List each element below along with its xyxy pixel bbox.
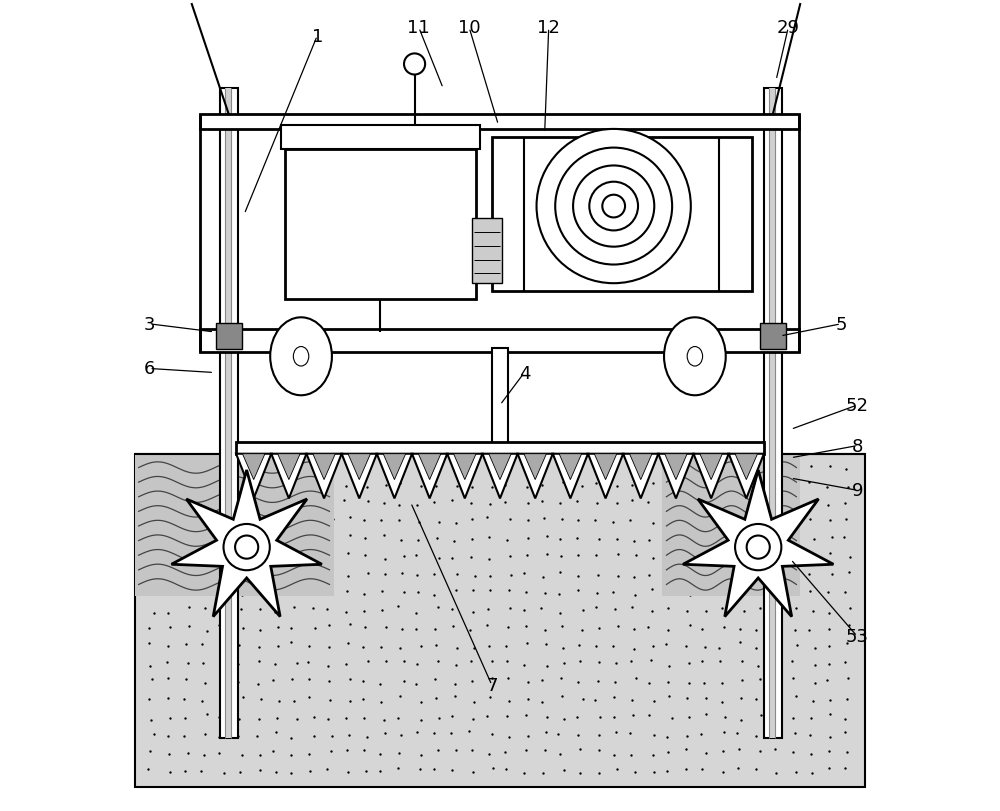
Ellipse shape bbox=[664, 318, 726, 396]
Polygon shape bbox=[729, 454, 764, 499]
Polygon shape bbox=[306, 454, 342, 499]
Text: 29: 29 bbox=[777, 19, 800, 37]
Polygon shape bbox=[735, 454, 758, 480]
Bar bbox=[200, 115, 799, 130]
Text: 4: 4 bbox=[519, 364, 530, 382]
Polygon shape bbox=[171, 470, 322, 617]
Bar bbox=[94, 0, 906, 454]
Bar bbox=[662, 454, 800, 596]
Text: 9: 9 bbox=[852, 482, 863, 500]
Bar bbox=[769, 89, 775, 738]
Circle shape bbox=[589, 182, 638, 231]
Bar bbox=[135, 454, 334, 596]
Text: 10: 10 bbox=[458, 19, 480, 37]
Circle shape bbox=[235, 536, 258, 559]
Bar bbox=[492, 138, 752, 292]
Polygon shape bbox=[236, 454, 271, 499]
Polygon shape bbox=[594, 454, 617, 480]
Polygon shape bbox=[683, 470, 833, 617]
Polygon shape bbox=[665, 454, 687, 480]
Polygon shape bbox=[418, 454, 441, 480]
Polygon shape bbox=[524, 454, 546, 480]
Ellipse shape bbox=[687, 347, 703, 367]
Text: 5: 5 bbox=[835, 315, 847, 333]
Polygon shape bbox=[482, 454, 518, 499]
Text: 1: 1 bbox=[312, 28, 323, 45]
Text: 52: 52 bbox=[846, 397, 869, 414]
Polygon shape bbox=[658, 454, 694, 499]
Polygon shape bbox=[383, 454, 406, 480]
Circle shape bbox=[224, 525, 270, 571]
Polygon shape bbox=[629, 454, 652, 480]
Bar bbox=[760, 324, 786, 350]
Circle shape bbox=[573, 166, 654, 247]
Bar bbox=[492, 349, 508, 454]
Polygon shape bbox=[377, 454, 412, 499]
Text: 12: 12 bbox=[537, 19, 560, 37]
Polygon shape bbox=[271, 454, 306, 499]
Polygon shape bbox=[623, 454, 658, 499]
Polygon shape bbox=[242, 454, 265, 480]
Polygon shape bbox=[412, 454, 447, 499]
Bar bbox=[236, 443, 764, 454]
Polygon shape bbox=[348, 454, 371, 480]
Text: 6: 6 bbox=[144, 360, 155, 378]
Bar bbox=[285, 150, 476, 300]
Polygon shape bbox=[489, 454, 511, 480]
Polygon shape bbox=[278, 454, 300, 480]
Bar bbox=[216, 324, 242, 350]
Text: 53: 53 bbox=[846, 628, 869, 646]
Polygon shape bbox=[447, 454, 482, 499]
Polygon shape bbox=[694, 454, 729, 499]
Bar bbox=[220, 89, 238, 738]
Text: 8: 8 bbox=[852, 437, 863, 455]
Polygon shape bbox=[518, 454, 553, 499]
Circle shape bbox=[735, 525, 781, 571]
Text: 7: 7 bbox=[486, 676, 498, 694]
Polygon shape bbox=[342, 454, 377, 499]
Polygon shape bbox=[559, 454, 582, 480]
Text: 3: 3 bbox=[143, 315, 155, 333]
Circle shape bbox=[555, 148, 672, 265]
Polygon shape bbox=[553, 454, 588, 499]
Bar bbox=[764, 89, 782, 738]
Bar bbox=[281, 126, 480, 150]
Polygon shape bbox=[700, 454, 722, 480]
Bar bbox=[225, 89, 231, 738]
Ellipse shape bbox=[270, 318, 332, 396]
Bar bbox=[200, 330, 799, 353]
Polygon shape bbox=[313, 454, 335, 480]
Bar bbox=[135, 454, 865, 787]
Polygon shape bbox=[454, 454, 476, 480]
Ellipse shape bbox=[293, 347, 309, 367]
Text: 11: 11 bbox=[407, 19, 430, 37]
Bar bbox=[472, 219, 502, 284]
Circle shape bbox=[747, 536, 770, 559]
Circle shape bbox=[404, 54, 425, 75]
Polygon shape bbox=[588, 454, 623, 499]
Circle shape bbox=[602, 195, 625, 218]
Circle shape bbox=[537, 130, 691, 284]
